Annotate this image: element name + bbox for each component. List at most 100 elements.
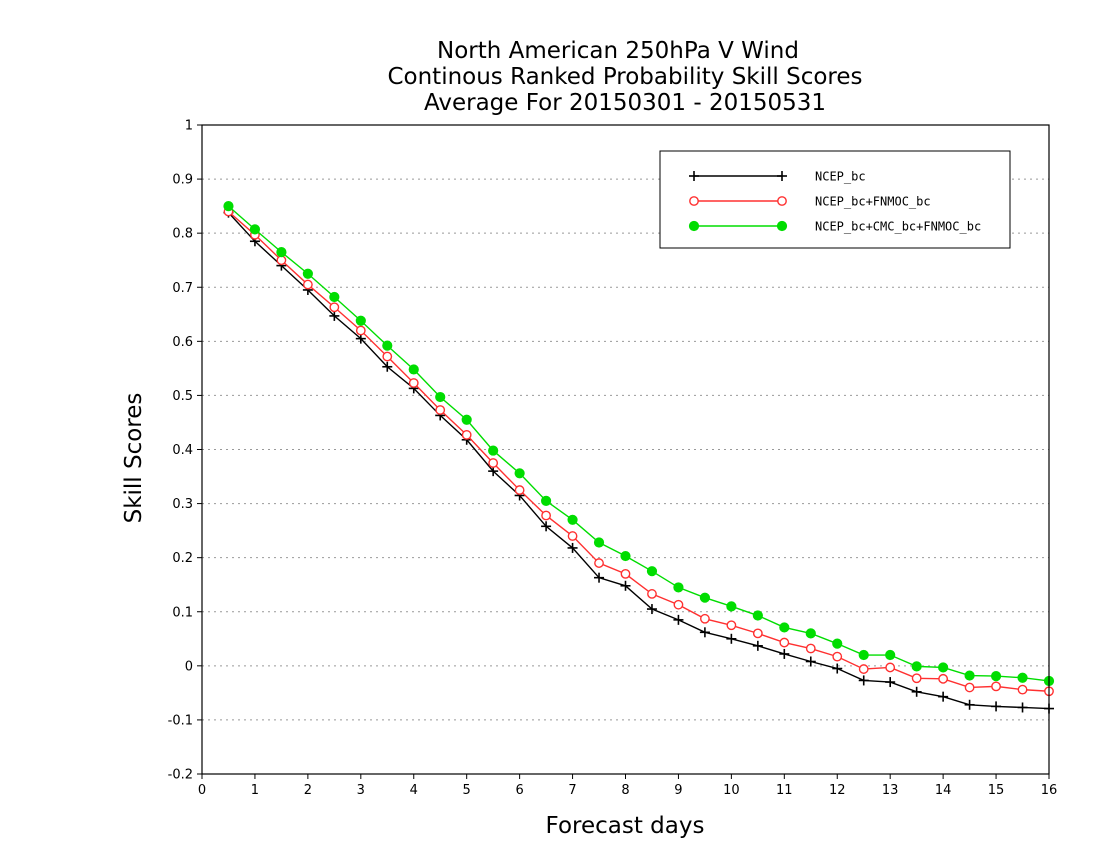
series-1-point (752, 640, 763, 651)
plot-frame (201, 124, 1050, 775)
x-tick-label: 4 (410, 783, 418, 798)
chart-title-line-1: North American 250hPa V Wind (437, 38, 799, 64)
series-2-point (1017, 684, 1028, 695)
series-3-point (726, 601, 737, 612)
legend-marker (777, 196, 787, 206)
series-1-point (646, 604, 657, 615)
series-2-point (329, 302, 340, 313)
series-2-point (938, 673, 949, 684)
series-line-1 (227, 212, 1050, 710)
series-1 (223, 207, 1054, 714)
series-3-point (885, 649, 896, 661)
y-tick-label: 0.9 (172, 173, 193, 188)
series-1-point (991, 701, 1002, 712)
series-1-point (673, 614, 684, 625)
x-tick-label: 14 (935, 783, 952, 798)
series-2-point (594, 558, 604, 568)
series-1-point (885, 677, 896, 688)
series-3-point (964, 670, 975, 681)
series-1-point (938, 691, 949, 702)
legend-entry-2: NCEP_bc+FNMOC_bc (689, 195, 931, 209)
legend-marker (776, 220, 788, 232)
legend-entry-3: NCEP_bc+CMC_bc+FNMOC_bc (688, 220, 981, 234)
legend-marker (689, 196, 699, 206)
series-3-point (832, 638, 843, 649)
x-tick-label: 9 (674, 783, 682, 798)
series-2-point (541, 510, 551, 521)
series-line-2 (228, 211, 1050, 692)
series-3-point (329, 291, 340, 303)
series-2-point (832, 651, 843, 662)
x-tick-label: 11 (776, 783, 793, 798)
series-3-point (593, 537, 605, 548)
series-3-point (223, 201, 234, 212)
x-tick-label: 12 (829, 783, 846, 798)
series-2-point (885, 662, 896, 673)
y-tick-label: 0.7 (172, 281, 193, 296)
y-tick-label: 0.2 (172, 551, 193, 566)
series-3-point (699, 592, 711, 603)
x-tick-label: 13 (882, 783, 899, 798)
series-1-point (964, 699, 975, 710)
legend-marker (689, 171, 699, 181)
axis-ticks: -0.2-0.100.10.20.30.40.50.60.70.80.910 1 2… (168, 119, 1058, 799)
x-axis-label: Forecast days (546, 813, 705, 839)
x-tick-label: 3 (357, 783, 365, 798)
series-2-point (647, 589, 657, 599)
series-3-point (620, 550, 631, 562)
y-tick-label: 0.6 (172, 335, 193, 350)
y-tick-label: 0.4 (172, 443, 193, 458)
series-3-point (488, 445, 499, 456)
series-2-point (964, 682, 975, 693)
series-2-point (991, 681, 1001, 692)
series-3-point (1017, 672, 1028, 683)
series-1-point (699, 627, 710, 638)
x-tick-label: 2 (304, 783, 312, 798)
legend-entry-1: NCEP_bc (689, 170, 866, 184)
chart-title-line-2: Continous Ranked Probability Skill Score… (387, 64, 862, 90)
series-1-point (382, 361, 393, 372)
series-3-point (752, 610, 763, 621)
series-3-point (461, 414, 472, 425)
series-2-point (408, 378, 419, 388)
series-1-point (567, 542, 578, 553)
series-3-point (382, 340, 393, 351)
series-3-point (646, 566, 658, 577)
y-tick-label: 0.5 (172, 389, 193, 404)
series-1-point (911, 686, 922, 697)
series-1-point (726, 633, 737, 644)
series-3-point (567, 514, 578, 525)
y-tick-label: -0.2 (168, 768, 193, 783)
series-3-point (249, 224, 261, 235)
series-3-point (276, 246, 287, 258)
y-tick-label: -0.1 (168, 713, 193, 728)
series-1-point (832, 663, 843, 674)
y-tick-label: 0.3 (172, 497, 193, 512)
series-1-point (858, 675, 869, 686)
series-3-point (779, 622, 790, 633)
series-2-point (461, 429, 472, 440)
series-1-point (594, 572, 605, 583)
series-3-point (938, 662, 949, 673)
series-2-point (805, 643, 816, 654)
series-3-point (990, 671, 1002, 682)
x-tick-label: 10 (723, 783, 740, 798)
series-2-point (514, 485, 525, 495)
series-1-point (329, 310, 340, 321)
series-2-point (700, 613, 710, 624)
series-1-point (779, 648, 790, 659)
series-2-point (567, 531, 578, 541)
x-tick-label: 0 (198, 783, 206, 798)
x-tick-label: 16 (1041, 783, 1058, 798)
series-3-point (435, 391, 446, 403)
grid-lines (202, 178, 1049, 721)
legend-label: NCEP_bc+FNMOC_bc (815, 195, 931, 209)
series-line-3 (228, 205, 1050, 682)
series-2-point (779, 637, 790, 648)
series-3-point (858, 649, 869, 661)
x-tick-label: 5 (463, 783, 471, 798)
series-3-point (911, 661, 922, 672)
series-layer (223, 201, 1055, 714)
series-3-point (540, 495, 552, 506)
